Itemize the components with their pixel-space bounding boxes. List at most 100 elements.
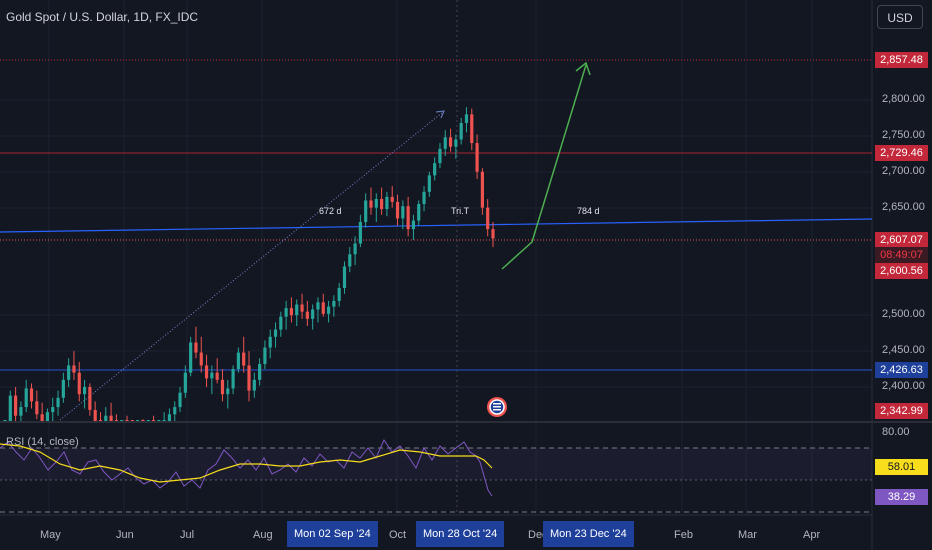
- flag-icon[interactable]: [487, 397, 507, 417]
- candle[interactable]: [491, 221, 495, 248]
- candle[interactable]: [311, 304, 315, 330]
- candle[interactable]: [321, 293, 325, 317]
- candle[interactable]: [448, 128, 453, 152]
- candle[interactable]: [480, 168, 484, 215]
- blue-trend-line[interactable]: [0, 218, 873, 233]
- candle[interactable]: [358, 214, 362, 248]
- candle[interactable]: [300, 293, 304, 319]
- candle[interactable]: [173, 401, 177, 421]
- candle[interactable]: [390, 186, 394, 208]
- candle[interactable]: [146, 420, 150, 421]
- candle[interactable]: [130, 420, 134, 421]
- candle[interactable]: [35, 390, 39, 420]
- candle[interactable]: [385, 191, 389, 217]
- candle[interactable]: [51, 397, 55, 421]
- candle[interactable]: [125, 415, 129, 421]
- candle[interactable]: [151, 415, 156, 421]
- candle[interactable]: [475, 134, 479, 179]
- candle[interactable]: [61, 372, 65, 403]
- candle[interactable]: [3, 420, 7, 421]
- candle[interactable]: [326, 300, 331, 323]
- candle[interactable]: [289, 297, 294, 323]
- candle[interactable]: [380, 187, 384, 215]
- candle[interactable]: [114, 414, 118, 421]
- candle[interactable]: [486, 199, 490, 237]
- candle[interactable]: [98, 412, 103, 421]
- candle[interactable]: [252, 372, 256, 398]
- candle[interactable]: [443, 130, 447, 156]
- candle[interactable]: [8, 390, 12, 421]
- candle[interactable]: [353, 236, 357, 266]
- date-range-line-left[interactable]: [59, 111, 444, 421]
- candle[interactable]: [104, 407, 108, 421]
- candle[interactable]: [433, 157, 437, 181]
- currency-button[interactable]: USD: [877, 5, 923, 29]
- candle[interactable]: [236, 347, 240, 373]
- candle[interactable]: [93, 401, 97, 421]
- candle[interactable]: [67, 358, 71, 387]
- candle[interactable]: [29, 383, 34, 409]
- candle[interactable]: [194, 326, 198, 359]
- candle[interactable]: [316, 297, 320, 323]
- candle[interactable]: [24, 379, 28, 413]
- range-label-left[interactable]: 672 d: [319, 206, 342, 216]
- candle[interactable]: [464, 107, 469, 133]
- candle[interactable]: [258, 358, 262, 386]
- candle[interactable]: [342, 261, 347, 294]
- candle[interactable]: [470, 108, 474, 151]
- candle[interactable]: [263, 340, 267, 370]
- candle[interactable]: [141, 419, 145, 421]
- candle[interactable]: [401, 200, 405, 230]
- candle[interactable]: [247, 351, 251, 402]
- candle[interactable]: [305, 300, 309, 327]
- candle[interactable]: [231, 365, 235, 395]
- candle[interactable]: [45, 408, 50, 421]
- text-annotation[interactable]: Tri.T: [451, 206, 470, 216]
- candle[interactable]: [178, 387, 182, 413]
- candle[interactable]: [77, 361, 81, 402]
- candle[interactable]: [88, 383, 92, 416]
- candle[interactable]: [284, 300, 288, 330]
- candle[interactable]: [226, 379, 230, 409]
- candle[interactable]: [411, 214, 416, 240]
- candle[interactable]: [220, 369, 225, 402]
- candle[interactable]: [279, 311, 283, 337]
- candle[interactable]: [332, 295, 336, 317]
- candle[interactable]: [199, 336, 203, 373]
- candles-group[interactable]: [3, 107, 495, 421]
- candle[interactable]: [454, 134, 458, 159]
- candle[interactable]: [422, 186, 426, 212]
- candle[interactable]: [120, 420, 124, 421]
- candle[interactable]: [82, 379, 87, 409]
- candle[interactable]: [369, 187, 373, 215]
- symbol-title[interactable]: Gold Spot / U.S. Dollar, 1D, FX_IDC: [6, 10, 199, 24]
- candle[interactable]: [204, 354, 209, 387]
- rsi-title[interactable]: RSI (14, close): [6, 436, 79, 448]
- range-label-right[interactable]: 784 d: [577, 206, 600, 216]
- candle[interactable]: [438, 143, 442, 169]
- candle[interactable]: [215, 358, 219, 384]
- candle[interactable]: [14, 387, 18, 421]
- candle[interactable]: [459, 117, 463, 145]
- candle[interactable]: [273, 322, 278, 348]
- candle[interactable]: [337, 282, 341, 307]
- candle[interactable]: [72, 351, 76, 380]
- projection-arrow-line[interactable]: [501, 64, 587, 270]
- candle[interactable]: [19, 401, 23, 421]
- candle[interactable]: [427, 171, 431, 197]
- candle[interactable]: [295, 299, 299, 327]
- candle[interactable]: [136, 420, 140, 421]
- candle[interactable]: [56, 390, 60, 416]
- candle[interactable]: [167, 408, 172, 421]
- candle[interactable]: [157, 420, 161, 421]
- candle[interactable]: [109, 402, 113, 421]
- candle[interactable]: [183, 365, 187, 398]
- candle[interactable]: [40, 402, 44, 421]
- candle[interactable]: [406, 196, 410, 237]
- candle[interactable]: [242, 336, 246, 373]
- candle[interactable]: [348, 247, 352, 273]
- candle[interactable]: [210, 365, 214, 395]
- candle[interactable]: [417, 200, 421, 226]
- candle[interactable]: [268, 329, 272, 359]
